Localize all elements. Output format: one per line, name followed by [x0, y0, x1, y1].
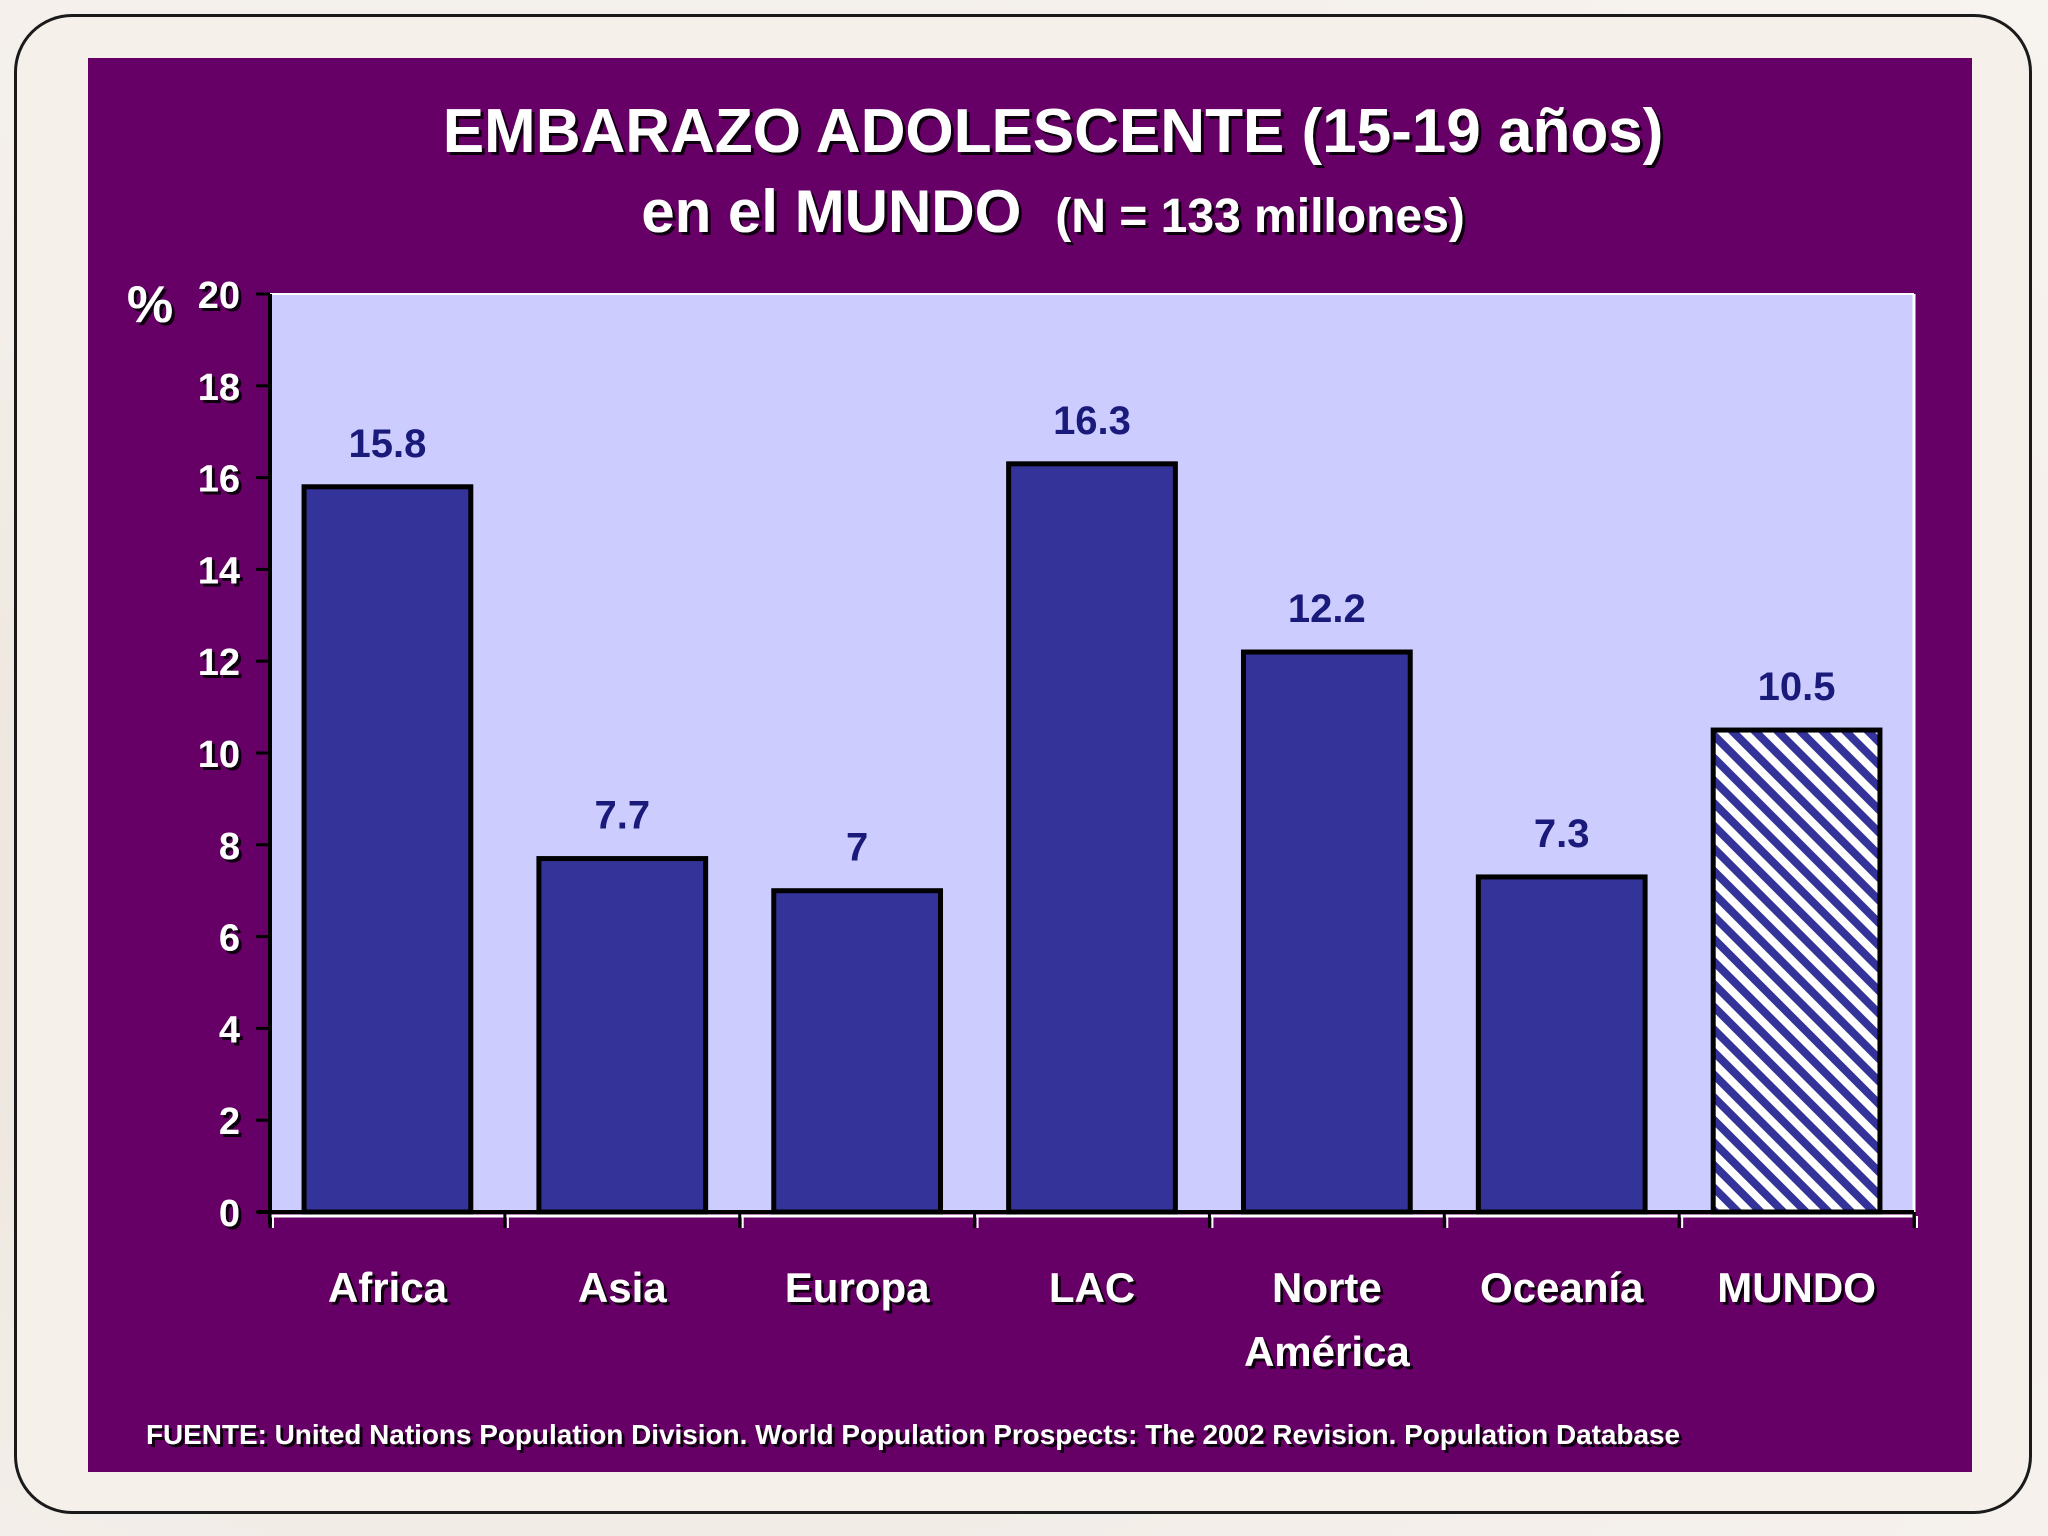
bar — [301, 484, 474, 1215]
subtitle-main: en el MUNDO — [641, 178, 1021, 245]
data-label: 16.3 — [1053, 399, 1131, 443]
x-tick-label: América — [1244, 1328, 1410, 1375]
y-tick-label: 14 — [198, 550, 240, 592]
data-label: 7 — [846, 826, 868, 870]
y-tick-label: 8 — [219, 826, 240, 868]
y-tick-label: 12 — [198, 642, 240, 684]
bar — [1006, 461, 1178, 1215]
axes-layer — [256, 292, 1918, 1228]
data-label: 7.7 — [594, 794, 650, 838]
x-tick-label: Asia — [578, 1264, 667, 1311]
bar — [536, 856, 709, 1215]
source-note: FUENTE: United Nations Population Divisi… — [146, 1419, 1680, 1450]
bar — [1710, 727, 1883, 1215]
x-tick-label: Norte — [1272, 1264, 1382, 1311]
y-tick-label: 0 — [219, 1193, 240, 1235]
chart-title: EMBARAZO ADOLESCENTE (15-19 años) — [443, 97, 1664, 166]
y-tick-label: 16 — [198, 459, 240, 501]
data-label: 10.5 — [1758, 665, 1836, 709]
data-label: 12.2 — [1288, 587, 1366, 631]
x-tick-label: Europa — [785, 1264, 930, 1311]
bar — [771, 888, 944, 1215]
subtitle-note: (N = 133 millones) — [1055, 190, 1464, 243]
y-tick-label: 18 — [198, 367, 240, 409]
data-label: 7.3 — [1534, 812, 1590, 856]
bar — [1475, 874, 1648, 1215]
x-tick-label: Oceanía — [1480, 1264, 1644, 1311]
y-tick-label: 20 — [198, 275, 240, 317]
y-tick-label: 6 — [219, 918, 240, 960]
labels-layer: 0 2 4 6 8 10 12 14 16 18 20 Africa Asia Europa LAC Nort… — [198, 275, 1876, 1375]
y-tick-label: 10 — [198, 734, 240, 776]
y-tick-label: 4 — [219, 1009, 240, 1051]
y-tick-label: 2 — [219, 1101, 240, 1143]
y-axis-label: % — [127, 276, 173, 334]
data-label: 15.8 — [348, 422, 426, 466]
x-tick-label: LAC — [1049, 1264, 1135, 1311]
bar — [1240, 649, 1413, 1215]
x-tick-label: MUNDO — [1717, 1264, 1876, 1311]
x-tick-label: Africa — [328, 1264, 448, 1311]
chart-subtitle: en el MUNDO (N = 133 millones) — [641, 178, 1465, 245]
bars-layer: 15.8 7.7 7 16.3 12.2 7.3 10.5 — [301, 399, 1883, 1215]
